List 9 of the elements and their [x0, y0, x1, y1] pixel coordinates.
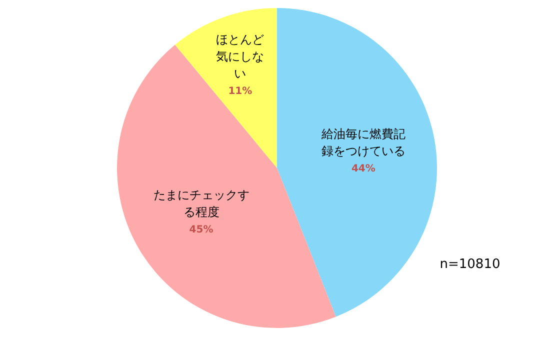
- text: n=10810: [440, 257, 500, 272]
- data-label: 45%: [189, 224, 214, 236]
- slice-label: 給油毎に燃費記録をつけている: [320, 126, 406, 158]
- data-label: 11%: [228, 86, 252, 97]
- pie-slice: [277, 8, 437, 317]
- pie-slice: [175, 8, 277, 168]
- data-label: 44%: [351, 163, 376, 174]
- slice-label: たまにチェックする程度: [153, 188, 250, 220]
- slice-label: ほとんど気にしない: [216, 32, 264, 80]
